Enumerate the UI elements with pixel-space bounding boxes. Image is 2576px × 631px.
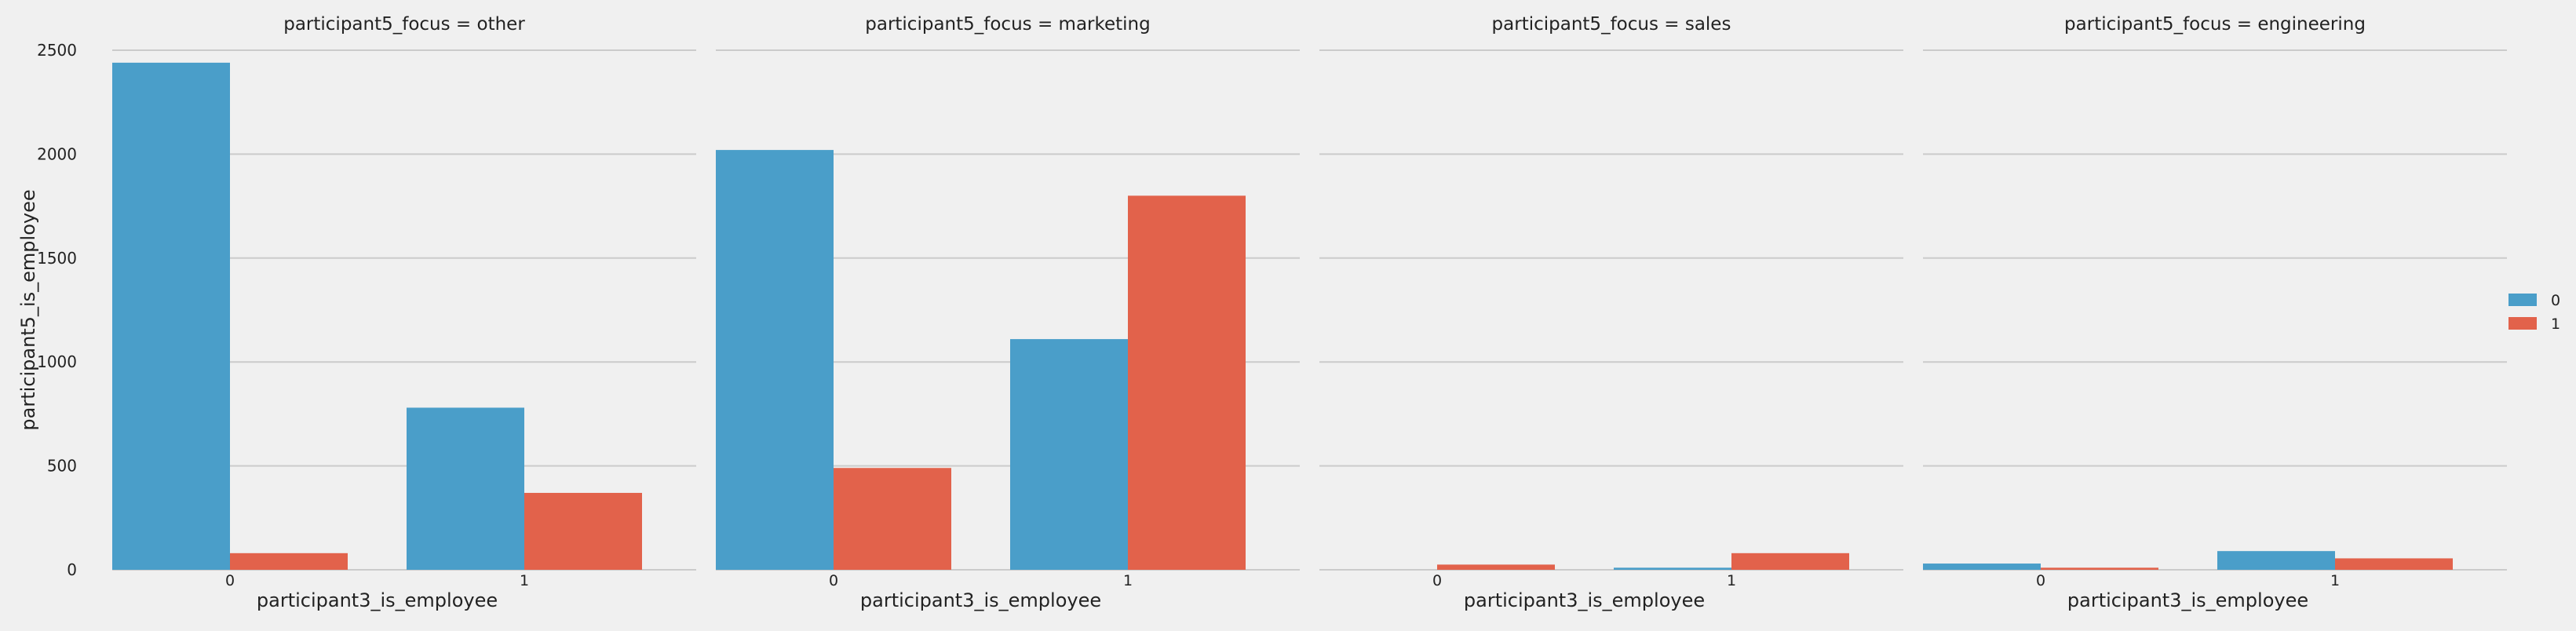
bar-0-series-1-panel-3: [2041, 567, 2158, 570]
bar-0-series-1-panel-0: [230, 553, 348, 570]
panel-title-3: participant5_focus = engineering: [2064, 14, 2366, 35]
bar-1-series-0-panel-3: [2217, 551, 2335, 570]
bar-1-series-1-panel-1: [1128, 195, 1246, 571]
y-tick-label-0: 0: [67, 560, 77, 579]
legend-label-0: 0: [2551, 292, 2560, 309]
bar-0-series-0-panel-1: [716, 150, 834, 570]
x-axis-label-2: participant3_is_employee: [1464, 589, 1705, 611]
panel-title-1: participant5_focus = marketing: [865, 14, 1150, 35]
panel-title-0: participant5_focus = other: [283, 14, 525, 35]
legend-swatch-0: [2508, 294, 2537, 306]
y-tick-label-3: 1500: [37, 249, 77, 268]
x-axis-label-3: participant3_is_employee: [2067, 589, 2308, 611]
x-tick-label-3-0: 0: [2036, 572, 2045, 589]
legend-label-1: 1: [2551, 316, 2560, 333]
x-tick-label-0-1: 1: [520, 572, 529, 589]
bar-0-series-0-panel-0: [112, 62, 230, 570]
bar-1-series-0-panel-1: [1010, 339, 1128, 570]
bar-1-series-1-panel-0: [524, 493, 642, 570]
x-tick-label-0-0: 0: [225, 572, 235, 589]
x-axis-label-0: participant3_is_employee: [257, 589, 498, 611]
x-axis-label-1: participant3_is_employee: [860, 589, 1101, 611]
bar-1-series-0-panel-2: [1614, 567, 1731, 570]
y-tick-label-5: 2500: [37, 41, 77, 60]
bar-0-series-1-panel-2: [1437, 564, 1555, 570]
bar-0-series-1-panel-1: [834, 468, 951, 570]
bar-1-series-0-panel-0: [407, 407, 524, 570]
x-tick-label-1-0: 0: [829, 572, 838, 589]
y-axis-label: participant5_is_employee: [17, 189, 39, 430]
x-tick-label-2-1: 1: [1727, 572, 1736, 589]
legend-swatch-1: [2508, 317, 2537, 330]
bar-1-series-1-panel-3: [2335, 558, 2453, 570]
bar-1-series-1-panel-2: [1731, 553, 1849, 570]
x-tick-label-1-1: 1: [1123, 572, 1133, 589]
panel-title-2: participant5_focus = sales: [1492, 14, 1731, 35]
x-tick-label-3-1: 1: [2330, 572, 2340, 589]
y-tick-label-1: 500: [47, 457, 77, 476]
y-tick-label-2: 1000: [37, 352, 77, 371]
bar-0-series-0-panel-3: [1923, 564, 2041, 570]
y-tick-label-4: 2000: [37, 144, 77, 163]
x-tick-label-2-0: 0: [1432, 572, 1442, 589]
